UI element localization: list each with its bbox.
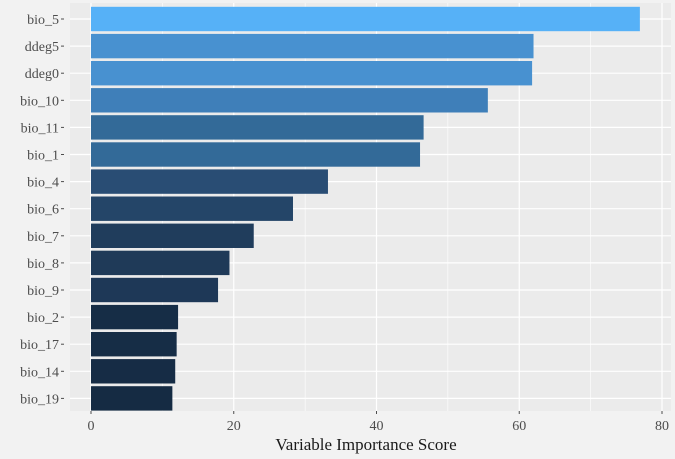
y-tick-label: ddeg0 <box>25 67 59 82</box>
y-tick-label: bio_9 <box>27 284 59 299</box>
x-tick-label: 0 <box>88 419 95 434</box>
bar-bio_14 <box>91 359 176 384</box>
y-tick-label: bio_19 <box>20 392 59 407</box>
bar-bio_17 <box>91 332 177 357</box>
bar-bio_10 <box>91 88 488 113</box>
y-tick-label: bio_8 <box>27 257 59 272</box>
bar-ddeg5 <box>91 33 534 59</box>
y-tick-label: bio_7 <box>27 230 59 245</box>
bar-bio_1 <box>91 142 421 167</box>
bar-bio_9 <box>91 277 219 303</box>
bar-bio_11 <box>91 115 424 140</box>
y-tick-label: bio_4 <box>27 176 59 191</box>
x-axis-title: Variable Importance Score <box>275 435 456 454</box>
y-axis: bio_5 ddeg5 ddeg0 bio_10 bio_11 bio_1 bio_4bio… <box>20 13 64 407</box>
bar-bio_19 <box>91 386 173 411</box>
y-tick-label: bio_1 <box>27 149 59 164</box>
bars <box>91 6 640 411</box>
y-tick-label: bio_17 <box>20 338 59 353</box>
y-tick-label: ddeg5 <box>25 40 59 55</box>
x-tick-label: 40 <box>370 419 384 434</box>
bar-bio_6 <box>91 196 293 221</box>
bar-ddeg0 <box>91 61 533 86</box>
y-tick-label: bio_10 <box>20 94 59 109</box>
y-tick-label: bio_14 <box>20 365 59 380</box>
x-axis: 0 20 40 60 80 <box>88 411 669 434</box>
x-tick-label: 60 <box>512 419 526 434</box>
y-tick-label: bio_5 <box>27 13 59 28</box>
x-tick-label: 20 <box>227 419 241 434</box>
bar-bio_5 <box>91 6 640 32</box>
bar-bio_4 <box>91 169 328 194</box>
bar-bio_7 <box>91 223 254 248</box>
y-tick-label: bio_2 <box>27 311 59 326</box>
bar-bio_2 <box>91 304 179 330</box>
bar-bio_8 <box>91 250 230 276</box>
x-tick-label: 80 <box>655 419 669 434</box>
y-tick-label: bio_11 <box>21 121 59 136</box>
y-tick-label: bio_6 <box>27 203 59 218</box>
